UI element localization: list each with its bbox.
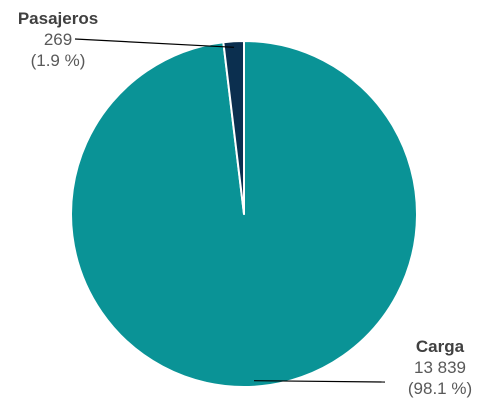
pie-slices: [70, 40, 418, 388]
label-pasajeros-name: Pasajeros: [18, 9, 98, 28]
label-carga-percent: (98.1 %): [408, 379, 472, 398]
label-carga-value: 13 839: [414, 358, 466, 377]
leader-lines: [74, 38, 386, 383]
label-carga-name: Carga: [416, 337, 465, 356]
label-pasajeros-value: 269: [44, 30, 72, 49]
label-carga: Carga 13 839 (98.1 %): [408, 337, 472, 398]
label-pasajeros-percent: (1.9 %): [31, 51, 86, 70]
leader-line-pasajeros: [74, 38, 235, 48]
label-pasajeros: Pasajeros 269 (1.9 %): [18, 9, 98, 70]
leader-line-carga: [253, 380, 386, 383]
pie-slice-pasajeros: [222, 40, 245, 215]
